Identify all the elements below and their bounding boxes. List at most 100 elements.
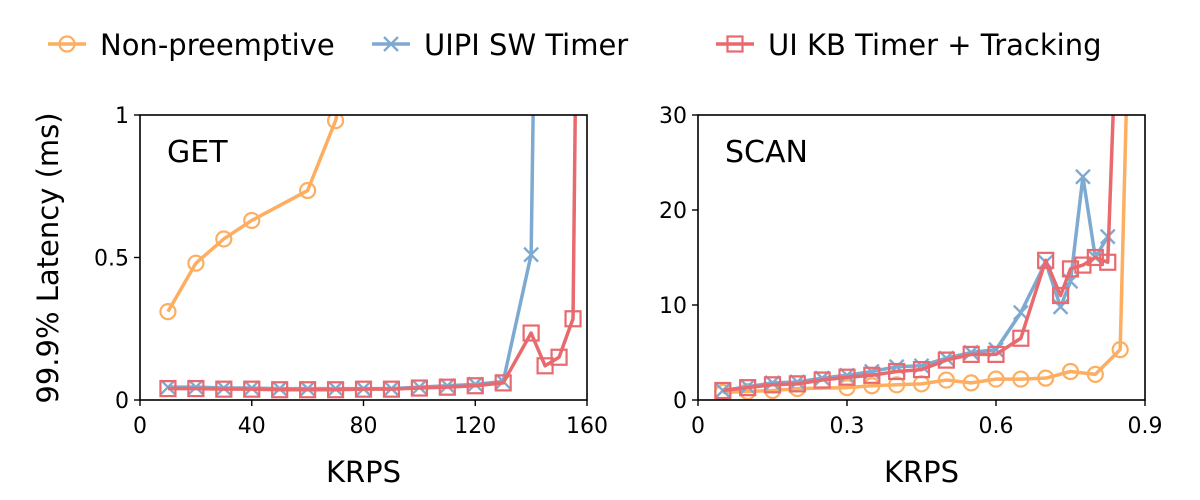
x-axis-label: KRPS xyxy=(884,455,959,489)
plot-area xyxy=(714,115,1129,400)
data-point xyxy=(299,381,317,399)
data-point xyxy=(550,348,568,366)
data-point xyxy=(962,374,980,392)
data-point xyxy=(1051,286,1070,305)
data-point xyxy=(1012,329,1030,347)
series-line xyxy=(722,115,1115,393)
data-point xyxy=(243,380,261,398)
x-tick-label: 40 xyxy=(238,414,266,439)
legend-marker xyxy=(383,36,399,52)
data-point xyxy=(788,375,806,393)
legend-item-uipi-sw-timer: UIPI SW Timer xyxy=(372,28,628,62)
data-point xyxy=(159,303,177,321)
data-point xyxy=(215,230,233,248)
plot-frame xyxy=(697,114,1146,401)
y-tick-label: 0.5 xyxy=(94,247,129,272)
data-point xyxy=(838,368,856,386)
x-axis-label: KRPS xyxy=(326,455,401,489)
data-point xyxy=(863,377,881,395)
data-point xyxy=(494,374,512,392)
x-tick-label: 80 xyxy=(350,414,378,439)
legend-marker-circle xyxy=(48,35,86,53)
data-point xyxy=(299,181,317,200)
data-point xyxy=(187,380,205,398)
legend-item-non-preemptive: Non-preemptive xyxy=(48,28,335,62)
y-tick-label: 20 xyxy=(659,199,687,224)
data-point xyxy=(739,379,757,397)
x-tick-label: 0 xyxy=(133,414,147,439)
data-point xyxy=(1037,369,1055,387)
legend: Non-preemptive UIPI SW Timer UI KB Timer… xyxy=(48,28,1102,62)
panel-label: GET xyxy=(167,135,228,170)
y-tick-label: 30 xyxy=(659,104,687,129)
chart-panel-get: 0 40 80 120 160 0 0.5 1 KRPS GET xyxy=(94,104,608,489)
data-point xyxy=(1075,168,1091,185)
y-tick-label: 1 xyxy=(115,104,129,129)
data-point xyxy=(863,366,881,384)
panel-label: SCAN xyxy=(725,135,808,170)
y-tick-label: 10 xyxy=(659,294,687,319)
data-point xyxy=(382,380,401,398)
legend-label: UI KB Timer + Tracking xyxy=(768,28,1102,62)
data-point xyxy=(243,211,261,230)
series-uipi-sw-timer xyxy=(160,115,539,397)
x-tick-label: 120 xyxy=(454,414,496,439)
data-point xyxy=(564,310,582,328)
data-point xyxy=(987,345,1005,363)
chart-panel-scan: 0 0.3 0.6 0.9 0 10 20 30 KRPS SCAN xyxy=(659,104,1163,489)
data-point xyxy=(1012,370,1030,388)
data-point xyxy=(522,324,540,342)
legend-label: UIPI SW Timer xyxy=(424,28,628,62)
data-point xyxy=(271,381,289,399)
data-point xyxy=(215,380,233,398)
plot-area xyxy=(159,115,582,399)
data-point xyxy=(763,376,782,394)
data-point xyxy=(1086,365,1104,383)
series-line xyxy=(722,115,1128,395)
legend-marker-square xyxy=(716,35,754,53)
data-point xyxy=(937,351,955,369)
series-ui-kb-timer-tracking xyxy=(159,115,582,399)
data-point xyxy=(1086,248,1104,267)
data-point xyxy=(187,254,205,272)
data-point xyxy=(1061,362,1080,381)
x-tick-label: 0.6 xyxy=(979,414,1014,439)
data-point xyxy=(888,376,906,394)
data-point xyxy=(1061,260,1080,278)
data-point xyxy=(838,379,856,397)
data-point xyxy=(159,380,177,398)
data-point xyxy=(813,371,831,389)
y-tick-label: 0 xyxy=(115,389,129,414)
series-line xyxy=(166,115,339,313)
data-point xyxy=(438,378,456,396)
series-ui-kb-timer-tracking xyxy=(714,115,1117,400)
data-point xyxy=(354,380,373,398)
data-point xyxy=(1111,341,1129,359)
x-tick-label: 160 xyxy=(566,414,608,439)
data-point xyxy=(523,246,539,263)
data-point xyxy=(714,382,731,399)
y-tick-label: 0 xyxy=(673,389,687,414)
series-non-preemptive xyxy=(159,115,345,321)
data-point xyxy=(1012,304,1029,321)
legend-marker xyxy=(58,35,76,53)
data-point xyxy=(714,381,732,400)
series-line xyxy=(167,115,577,392)
legend-marker-x xyxy=(372,36,410,52)
series-non-preemptive xyxy=(714,115,1129,400)
data-point xyxy=(466,377,484,395)
x-tick-label: 0.9 xyxy=(1128,414,1163,439)
data-point xyxy=(1037,251,1055,269)
legend-item-ui-kb-timer: UI KB Timer + Tracking xyxy=(716,28,1102,62)
data-point xyxy=(912,361,931,379)
data-point xyxy=(410,379,428,397)
legend-label: Non-preemptive xyxy=(100,28,335,62)
data-point xyxy=(962,345,980,363)
data-point xyxy=(326,115,345,130)
data-point xyxy=(888,362,906,381)
data-point xyxy=(326,381,345,399)
data-point xyxy=(1099,253,1117,271)
y-axis-label: 99.9% Latency (ms) xyxy=(31,112,65,403)
series-line xyxy=(167,115,535,391)
